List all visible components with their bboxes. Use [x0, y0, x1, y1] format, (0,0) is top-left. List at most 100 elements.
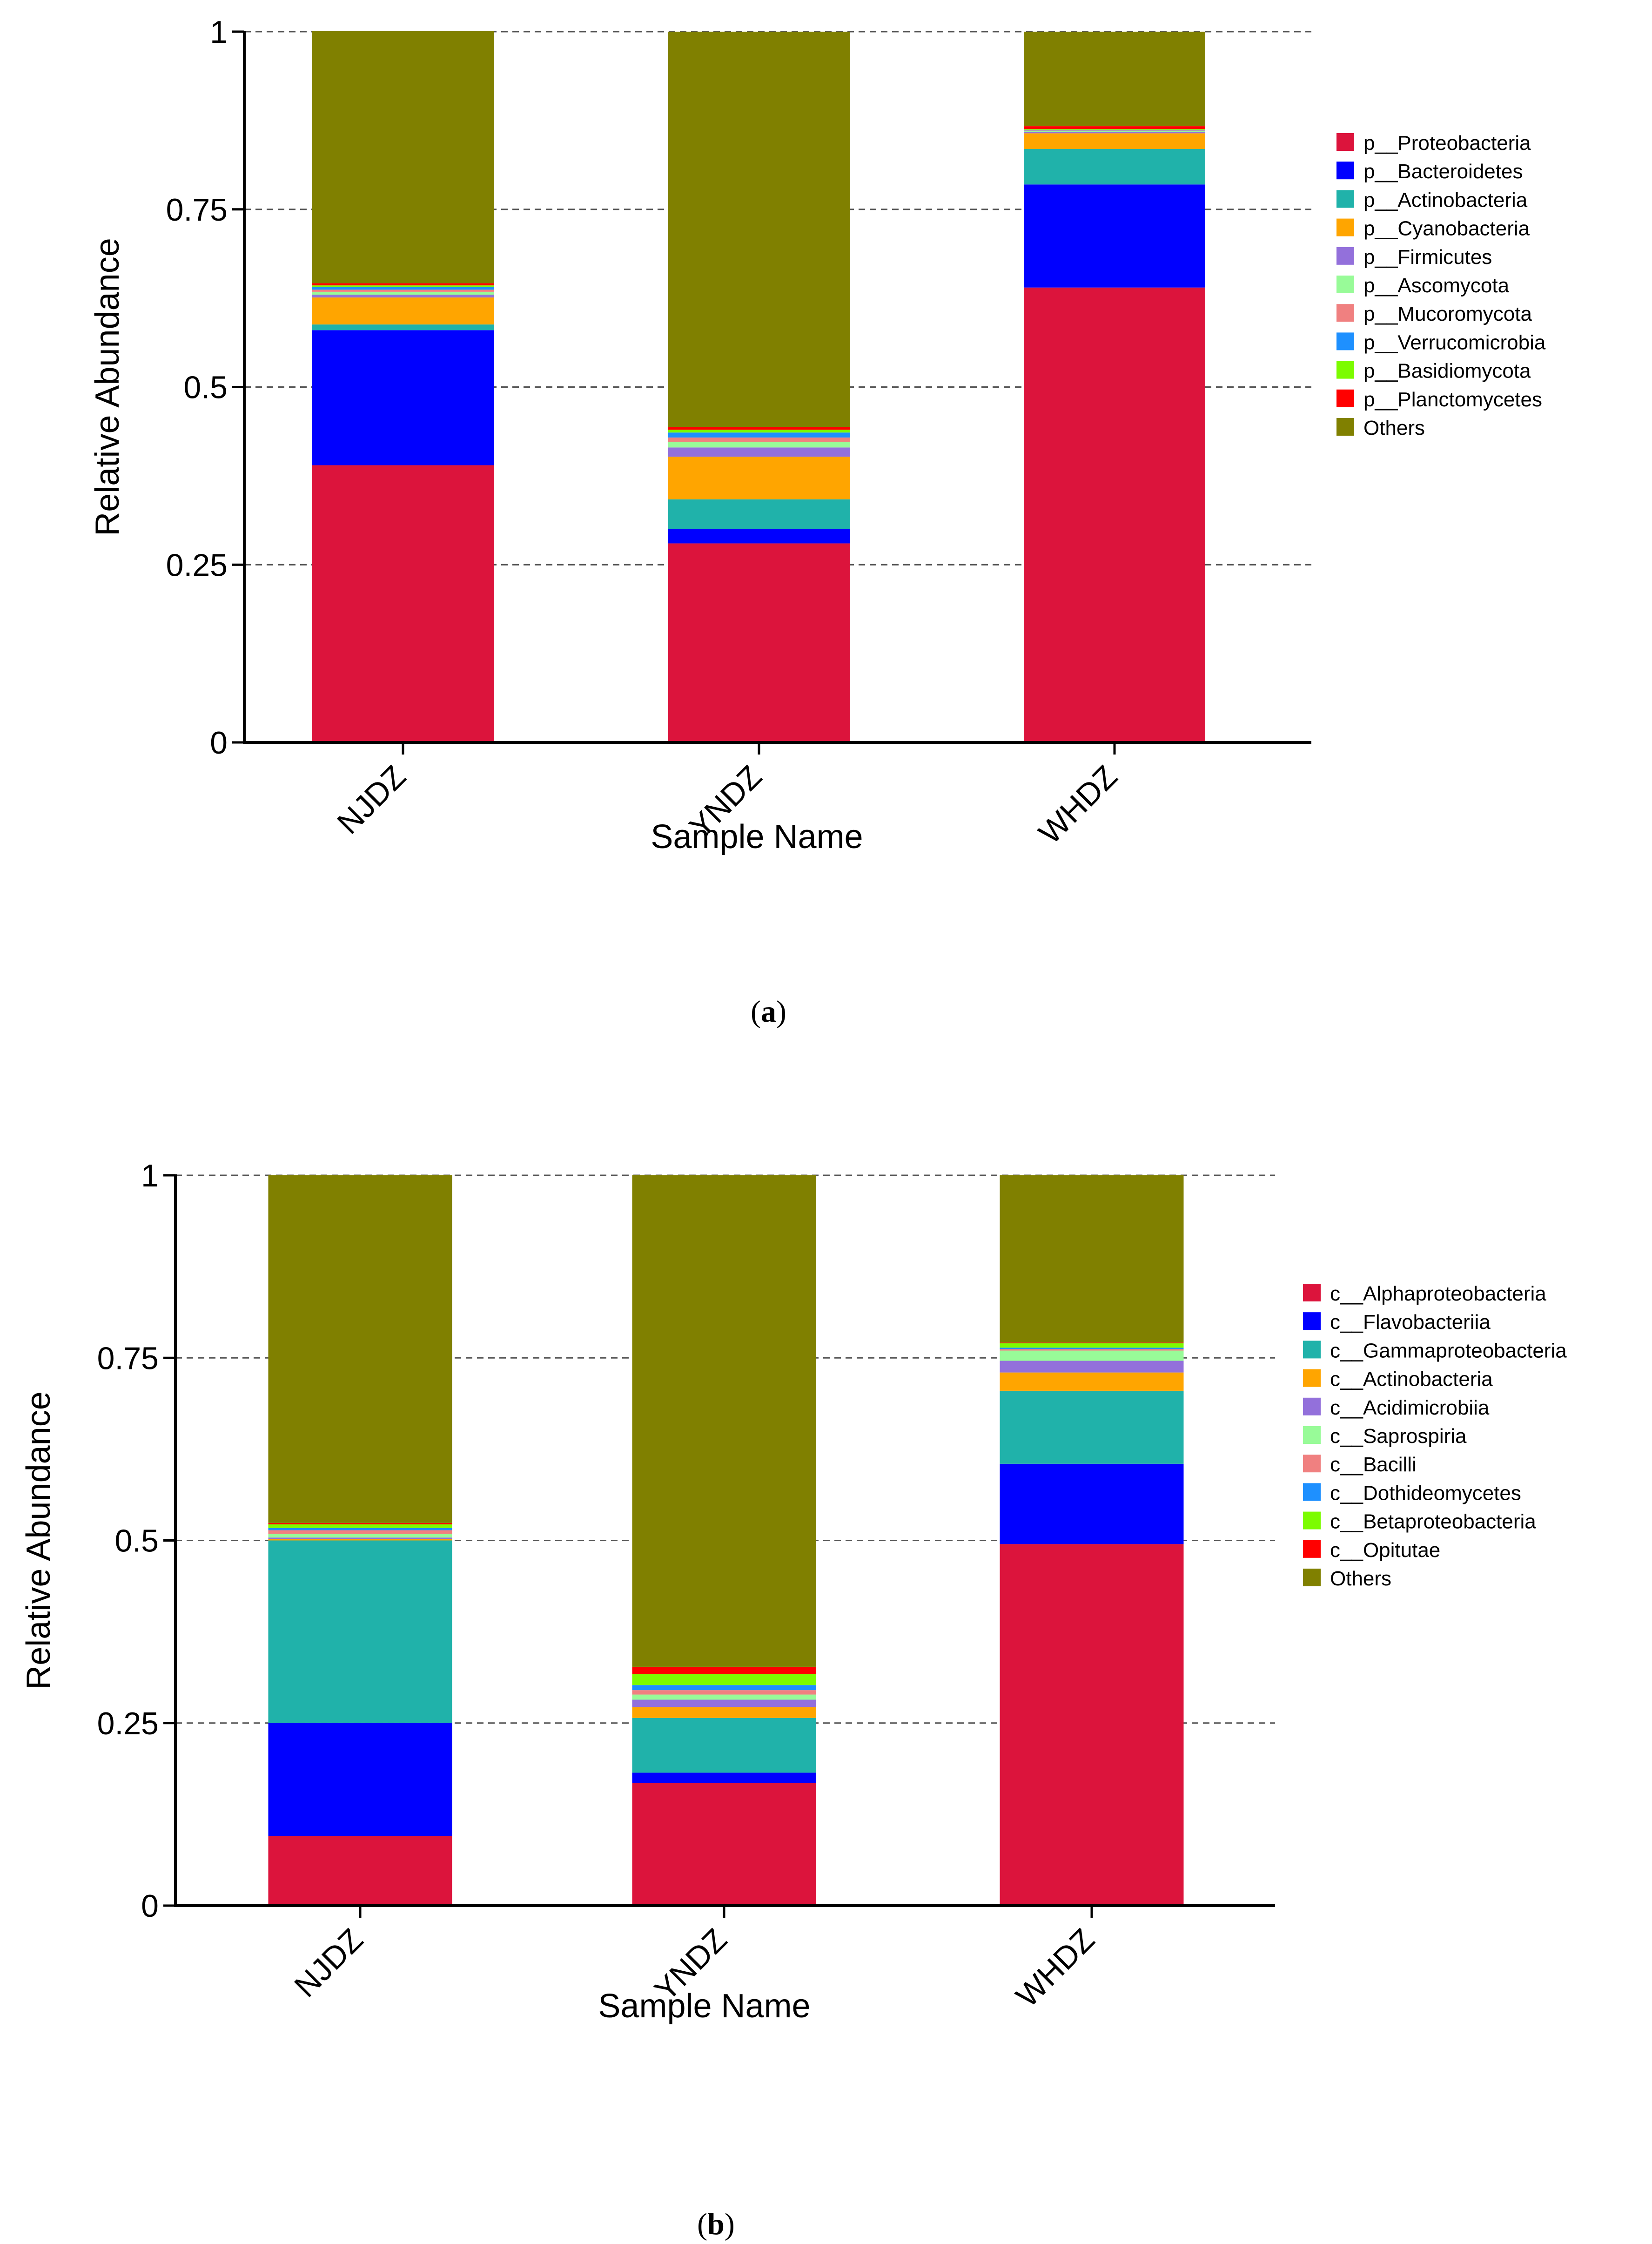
bar-segment [632, 1699, 816, 1707]
legend-swatch [1336, 332, 1354, 350]
bar-segment [312, 465, 494, 742]
legend: p__Proteobacteria p__Bacteroidetes p__Acti… [1336, 132, 1546, 439]
bar-segment [268, 1524, 452, 1528]
legend-label: c__Gammaproteobacteria [1330, 1339, 1567, 1362]
bar-segment [312, 294, 494, 298]
y-tick-label: 0.5 [183, 370, 228, 405]
bar-segment [1024, 131, 1205, 132]
bar-segment [1024, 148, 1205, 185]
bar-stack-whdz [1024, 32, 1205, 742]
y-tick-label: 1 [141, 1158, 159, 1193]
legend-swatch [1303, 1341, 1321, 1359]
bar-segment [312, 290, 494, 292]
bar-segment [1024, 32, 1205, 127]
legend-swatch [1336, 190, 1354, 208]
x-axis-title: Sample Name [598, 1988, 810, 2025]
bar-segment [1024, 129, 1205, 130]
y-tick-label: 0.25 [97, 1706, 159, 1741]
y-tick-label: 0.25 [166, 547, 228, 583]
legend-swatch [1336, 304, 1354, 322]
bar-segment [632, 1772, 816, 1783]
bar-segment [268, 1523, 452, 1524]
bar-segment [668, 447, 850, 457]
legend-label: c__Opitutae [1330, 1539, 1440, 1562]
bar-segment [312, 283, 494, 286]
legend-swatch [1303, 1284, 1321, 1301]
bar-segment [668, 430, 850, 433]
bar-segment [632, 1685, 816, 1691]
y-axis-title: Relative Abundance [89, 238, 126, 536]
y-tick-label: 0 [210, 725, 228, 761]
legend-label: c__Dothideomycetes [1330, 1482, 1521, 1504]
y-tick-label: 0.75 [166, 192, 228, 228]
bar-segment [632, 1175, 816, 1667]
bar-segment [632, 1694, 816, 1700]
bar-segment [1024, 126, 1205, 129]
panel-label-letter: a [761, 995, 776, 1029]
legend-swatch [1336, 418, 1354, 436]
bar-segment [1024, 132, 1205, 134]
bar-segment [268, 1537, 452, 1539]
legend-swatch [1303, 1483, 1321, 1501]
bar-segment [268, 1836, 452, 1906]
bar-segment [1024, 287, 1205, 742]
legend-label: p__Actinobacteria [1363, 189, 1528, 211]
bar-segment [1000, 1349, 1184, 1351]
legend-swatch [1303, 1511, 1321, 1530]
bar-segment [1000, 1390, 1184, 1464]
x-axis-title: Sample Name [651, 818, 863, 856]
bar-segment [668, 427, 850, 430]
bar-segment [312, 297, 494, 325]
bar-segment [632, 1690, 816, 1695]
legend-label: p__Basidiomycota [1363, 360, 1531, 383]
bar-segment [268, 1534, 452, 1538]
bar-segment [268, 1530, 452, 1534]
bar-segment [632, 1718, 816, 1773]
legend-swatch [1303, 1455, 1321, 1473]
bar-segment [1000, 1350, 1184, 1361]
bar-segment [1000, 1372, 1184, 1391]
legend-swatch [1303, 1397, 1321, 1415]
legend-swatch [1303, 1426, 1321, 1444]
bar-segment [1000, 1342, 1184, 1343]
bar-segment [312, 31, 494, 283]
legend-label: p__Proteobacteria [1363, 132, 1531, 155]
bar-segment [668, 543, 850, 742]
y-tick-label: 0 [141, 1888, 159, 1924]
bar-segment [668, 437, 850, 442]
legend-label: c__Flavobacteriia [1330, 1311, 1491, 1334]
bar-segment [668, 432, 850, 438]
x-tick-label: WHDZ [1032, 759, 1124, 851]
bar-stack-yndz [668, 32, 850, 742]
panel-label-letter: b [707, 2207, 725, 2241]
legend-swatch [1303, 1540, 1321, 1558]
bar-stack-njdz [268, 1175, 452, 1906]
y-axis-title: Relative Abundance [20, 1391, 57, 1689]
legend: c__Alphaproteobacteria c__Flavobacteriiac… [1303, 1282, 1567, 1590]
legend-label: c__Betaproteobacteria [1330, 1510, 1536, 1533]
bar-segment [268, 1528, 452, 1530]
legend-swatch [1303, 1369, 1321, 1387]
legend-swatch [1336, 389, 1354, 407]
panel-label: (b) [697, 2207, 735, 2241]
bar-segment [668, 32, 850, 427]
bar-segment [668, 457, 850, 499]
legend-label: c__Alphaproteobacteria [1330, 1282, 1546, 1305]
bar-segment [632, 1674, 816, 1685]
bar-segment [1024, 130, 1205, 131]
legend-swatch [1336, 361, 1354, 379]
bar-segment [268, 1723, 452, 1836]
legend-swatch [1336, 218, 1354, 236]
bar-stack-njdz [312, 31, 494, 742]
y-tick-label: 1 [210, 14, 228, 50]
panel-label-open: ( [751, 995, 761, 1029]
legend-swatch [1336, 162, 1354, 180]
bar-segment [1024, 133, 1205, 149]
bar-segment [312, 330, 494, 465]
legend-label: c__Acidimicrobiia [1330, 1396, 1490, 1419]
legend-label: p__Ascomycota [1363, 274, 1510, 297]
legend-label: p__Planctomycetes [1363, 388, 1542, 411]
bar-segment [268, 1175, 452, 1523]
bar-segment [1000, 1175, 1184, 1343]
bar-segment [632, 1707, 816, 1718]
